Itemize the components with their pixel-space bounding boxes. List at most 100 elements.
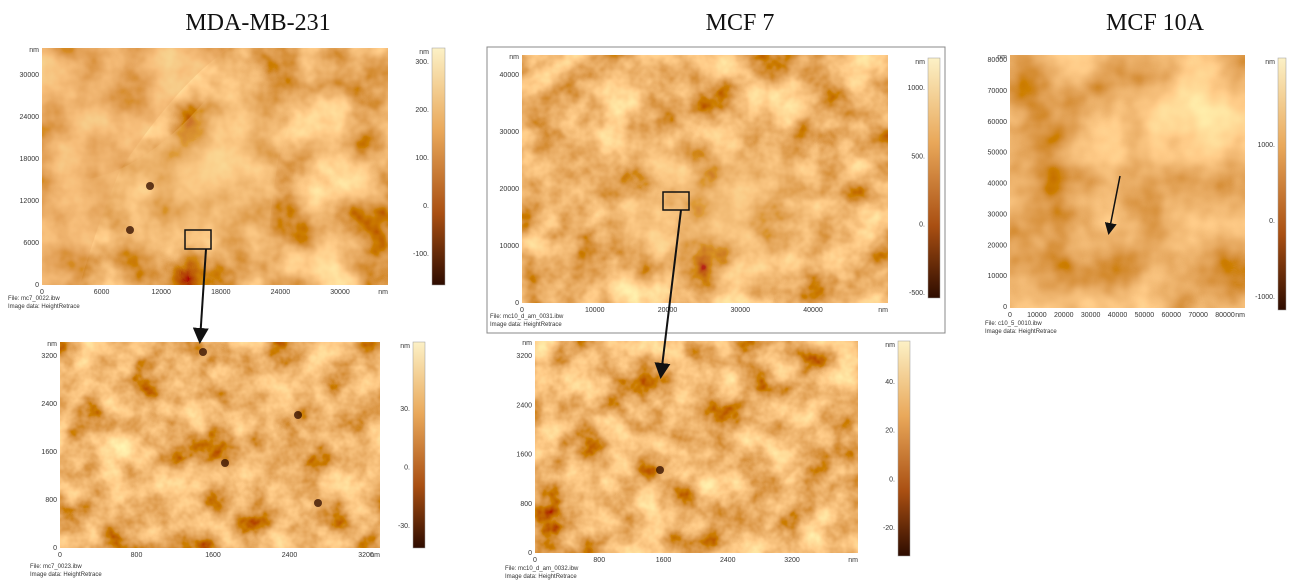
colorbar bbox=[413, 342, 425, 548]
title: MDA-MB-231 bbox=[185, 10, 330, 36]
surface-pit bbox=[126, 226, 134, 234]
y-tick-label: 0 bbox=[528, 550, 532, 557]
x-tick-label: 40000 bbox=[1108, 312, 1128, 319]
afm-image bbox=[1010, 55, 1245, 308]
x-tick-label: 800 bbox=[593, 557, 605, 564]
x-tick-label: 30000 bbox=[731, 307, 751, 314]
colorbar-tick-label: 0. bbox=[1269, 218, 1275, 225]
colorbar-tick-label: 1000. bbox=[1257, 142, 1275, 149]
x-tick-label: 3200 bbox=[784, 557, 800, 564]
surface-pit bbox=[314, 499, 322, 507]
image-data-caption: Image data: HeightRetrace bbox=[490, 322, 562, 328]
colorbar-tick-label: -20. bbox=[883, 525, 895, 532]
image-data-caption: Image data: HeightRetrace bbox=[985, 329, 1057, 335]
afm-image bbox=[535, 341, 858, 553]
x-tick-label: 2400 bbox=[720, 557, 736, 564]
x-unit: nm bbox=[370, 552, 380, 559]
colorbar-tick-label: 500. bbox=[911, 153, 925, 160]
x-unit: nm bbox=[378, 289, 388, 296]
x-tick-label: 30000 bbox=[330, 289, 350, 296]
x-tick-label: 6000 bbox=[94, 289, 110, 296]
y-tick-label: 6000 bbox=[23, 240, 39, 247]
y-unit: nm bbox=[509, 54, 519, 61]
colorbar-tick-label: 0. bbox=[889, 476, 895, 483]
x-tick-label: 800 bbox=[131, 552, 143, 559]
colorbar-tick-label: 300. bbox=[415, 59, 429, 66]
y-unit: nm bbox=[29, 47, 39, 54]
file-caption: File: mc10_d_am_0032.ibw bbox=[505, 566, 579, 572]
y-tick-label: 50000 bbox=[988, 150, 1008, 157]
y-tick-label: 20000 bbox=[500, 186, 520, 193]
surface-pit bbox=[221, 459, 229, 467]
image-data-caption: Image data: HeightRetrace bbox=[30, 572, 102, 578]
image-data-caption: Image data: HeightRetrace bbox=[8, 304, 80, 310]
colorbar-unit: nm bbox=[915, 59, 925, 66]
y-tick-label: 20000 bbox=[988, 242, 1008, 249]
y-tick-label: 40000 bbox=[500, 72, 520, 79]
surface-pit bbox=[656, 466, 664, 474]
x-unit: nm bbox=[878, 307, 888, 314]
y-unit: nm bbox=[522, 340, 532, 347]
colorbar-tick-label: 0. bbox=[404, 465, 410, 472]
y-tick-label: 12000 bbox=[20, 198, 40, 205]
y-tick-label: 800 bbox=[520, 501, 532, 508]
y-tick-label: 3200 bbox=[41, 353, 57, 360]
colorbar-tick-label: -30. bbox=[398, 523, 410, 530]
x-tick-label: 10000 bbox=[1027, 312, 1047, 319]
x-tick-label: 60000 bbox=[1162, 312, 1182, 319]
surface-pit bbox=[146, 182, 154, 190]
x-tick-label: 1600 bbox=[205, 552, 221, 559]
colorbar-tick-label: -500. bbox=[909, 290, 925, 297]
figure: MDA-MB-231 MCF 7 MCF 10A 300002400018000… bbox=[0, 0, 1290, 581]
colorbar-tick-label: -1000. bbox=[1255, 294, 1275, 301]
y-unit: nm bbox=[47, 341, 57, 348]
y-tick-label: 800 bbox=[45, 497, 57, 504]
image-data-caption: Image data: HeightRetrace bbox=[505, 574, 577, 580]
y-tick-label: 30000 bbox=[988, 211, 1008, 218]
x-tick-label: 1600 bbox=[656, 557, 672, 564]
colorbar-unit: nm bbox=[1265, 59, 1275, 66]
y-tick-label: 2400 bbox=[516, 402, 532, 409]
y-tick-label: 2400 bbox=[41, 401, 57, 408]
y-tick-label: 40000 bbox=[988, 181, 1008, 188]
y-tick-label: 3200 bbox=[516, 353, 532, 360]
colorbar-tick-label: 0. bbox=[423, 203, 429, 210]
y-tick-label: 0 bbox=[515, 300, 519, 307]
afm-image bbox=[60, 342, 380, 548]
x-tick-label: 12000 bbox=[151, 289, 171, 296]
x-tick-label: 30000 bbox=[1081, 312, 1101, 319]
y-tick-label: 24000 bbox=[20, 114, 40, 121]
colorbar bbox=[928, 58, 940, 298]
x-tick-label: 0 bbox=[58, 552, 62, 559]
colorbar-tick-label: 1000. bbox=[907, 85, 925, 92]
x-tick-label: 24000 bbox=[271, 289, 291, 296]
file-caption: File: mc7_0023.ibw bbox=[30, 564, 82, 570]
x-tick-label: 18000 bbox=[211, 289, 231, 296]
y-tick-label: 0 bbox=[35, 282, 39, 289]
x-tick-label: 10000 bbox=[585, 307, 605, 314]
colorbar bbox=[1278, 58, 1286, 310]
colorbar bbox=[898, 341, 910, 556]
colorbar-unit: nm bbox=[885, 342, 895, 349]
surface-pit bbox=[199, 348, 207, 356]
y-tick-label: 0 bbox=[53, 545, 57, 552]
y-tick-label: 1600 bbox=[516, 452, 532, 459]
file-caption: File: mc10_d_am_0031.ibw bbox=[490, 314, 564, 320]
y-tick-label: 60000 bbox=[988, 119, 1008, 126]
colorbar-tick-label: 0. bbox=[919, 222, 925, 229]
colorbar-tick-label: 40. bbox=[885, 379, 895, 386]
x-unit: nm bbox=[848, 557, 858, 564]
title: MCF 7 bbox=[706, 10, 775, 36]
colorbar-unit: nm bbox=[419, 49, 429, 56]
x-tick-label: 0 bbox=[40, 289, 44, 296]
cell-body bbox=[585, 120, 855, 300]
x-tick-label: 2400 bbox=[282, 552, 298, 559]
x-tick-label: 0 bbox=[533, 557, 537, 564]
y-tick-label: 10000 bbox=[500, 243, 520, 250]
x-unit: nm bbox=[1235, 312, 1245, 319]
y-tick-label: 1600 bbox=[41, 449, 57, 456]
colorbar bbox=[432, 48, 445, 285]
title: MCF 10A bbox=[1106, 10, 1205, 36]
y-tick-label: 70000 bbox=[988, 88, 1008, 95]
colorbar-tick-label: 200. bbox=[415, 107, 429, 114]
